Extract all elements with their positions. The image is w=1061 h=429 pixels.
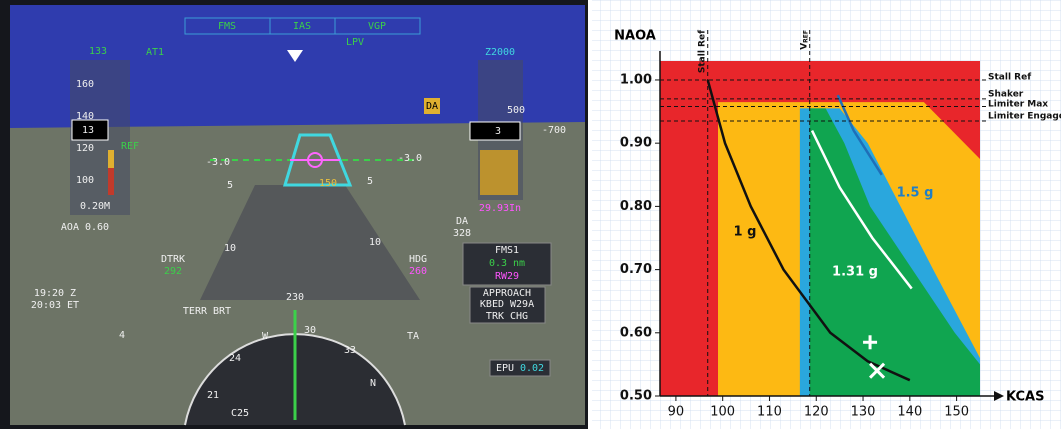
pfd-label: -3.0 <box>398 153 422 164</box>
pfd-label: 5 <box>367 176 373 187</box>
x-tick-label: 100 <box>710 405 735 420</box>
pfd-label: 10 <box>369 237 381 248</box>
pfd-label: 328 <box>453 228 471 239</box>
mode-label: IAS <box>293 21 311 32</box>
x-axis-label: KCAS <box>1006 390 1044 405</box>
ref-label: Limiter Max <box>988 100 1048 110</box>
pfd-label: 292 <box>164 266 182 277</box>
pfd-label: 0.3 nm <box>489 258 525 269</box>
pfd-label: DTRK <box>161 254 185 265</box>
pfd-label: 0.02 <box>520 363 544 374</box>
pfd-label: HDG <box>409 254 427 265</box>
pfd-label: Z2000 <box>485 47 515 58</box>
curve-label: 1.5 g <box>897 186 934 201</box>
ref-label-sub: REF <box>802 30 809 43</box>
ref-label: Limiter Engage <box>988 112 1061 122</box>
pfd-label: LPV <box>346 37 364 48</box>
pfd-label: C25 <box>231 408 249 419</box>
pfd-label: 3 <box>495 126 501 137</box>
pfd-label: REF <box>121 141 139 152</box>
pfd-label: W <box>262 331 269 342</box>
pfd-label: AT1 <box>146 47 164 58</box>
pfd-label: 13 <box>82 125 94 136</box>
pfd-panel: FMS IAS VGP 133 AT1 160 140 13 120 REF 100 0.20M AOA… <box>0 0 588 429</box>
speed-band <box>108 150 114 168</box>
pfd-label: DA <box>456 216 468 227</box>
pfd-label: -700 <box>542 125 566 136</box>
x-tick-label: 120 <box>804 405 829 420</box>
pfd-label: 500 <box>507 105 525 116</box>
pfd-label: 33 <box>344 345 356 356</box>
page: {"pfd": { "modes": ["FMS", "IAS", "VGP"]… <box>0 0 1061 429</box>
alt-hatch <box>480 150 518 195</box>
pfd-label: 100 <box>76 175 94 186</box>
x-tick-label: 150 <box>944 405 969 420</box>
pfd-label: DA <box>426 101 438 112</box>
curve-label: 1 g <box>734 225 757 240</box>
ref-label: Stall Ref <box>988 73 1031 83</box>
figure: FMS IAS VGP 133 AT1 160 140 13 120 REF 100 0.20M AOA… <box>0 0 1061 429</box>
chart-panel: NAOA KCAS Stall Ref ShakerLimiter Max Limi… <box>592 0 1061 429</box>
pfd-label: FMS1 <box>495 245 519 256</box>
pfd-label: RW29 <box>495 271 519 282</box>
ref-label-main: V <box>799 43 809 50</box>
pfd-label: TRK CHG <box>486 311 528 322</box>
pfd-label: 20:03 ET <box>31 300 79 311</box>
pfd-label: 120 <box>76 143 94 154</box>
pfd-label: APPROACH <box>483 288 531 299</box>
pfd-label: TERR BRT <box>183 306 231 317</box>
pfd-label: 21 <box>207 390 219 401</box>
pfd-label: N <box>370 378 376 389</box>
y-tick-label: 0.70 <box>620 262 652 277</box>
pfd-label: 19:20 Z <box>34 288 76 299</box>
pfd-label: AOA 0.60 <box>61 222 109 233</box>
pfd-label: 30 <box>304 325 316 336</box>
pfd-label: TA <box>407 331 419 342</box>
curve-label: 1.31 g <box>832 265 878 280</box>
y-axis-label: NAOA <box>614 29 656 44</box>
pfd-label: 230 <box>286 292 304 303</box>
x-tick-label: 140 <box>897 405 922 420</box>
pfd-label: KBED W29A <box>480 299 534 310</box>
pfd-label: 150 <box>319 178 337 189</box>
x-tick-label: 110 <box>757 405 782 420</box>
pfd-label: EPU <box>496 363 514 374</box>
pfd-label: 133 <box>89 46 107 57</box>
pfd-label: 260 <box>409 266 427 277</box>
mode-label: VGP <box>368 21 386 32</box>
pfd-label: 24 <box>229 353 241 364</box>
y-tick-label: 0.50 <box>620 389 652 404</box>
x-tick-label: 130 <box>851 405 876 420</box>
ref-label-main: Stall Ref <box>697 30 707 73</box>
pfd-label: 140 <box>76 111 94 122</box>
pfd-label: 160 <box>76 79 94 90</box>
y-tick-label: 0.90 <box>620 136 652 151</box>
pfd-label: 5 <box>227 180 233 191</box>
x-tick-label: 90 <box>668 405 685 420</box>
pfd-label: 10 <box>224 243 236 254</box>
pfd-label: 0.20M <box>80 201 110 212</box>
ref-label: Shaker <box>988 90 1024 100</box>
mode-label: FMS <box>218 21 236 32</box>
pfd-label: 4 <box>119 330 125 341</box>
ref-label: Stall Ref <box>697 30 707 73</box>
pfd-label: 29.93In <box>479 203 521 214</box>
y-tick-label: 1.00 <box>620 72 652 87</box>
y-tick-label: 0.80 <box>620 199 652 214</box>
y-tick-label: 0.60 <box>620 325 652 340</box>
pfd-label: -3.0 <box>206 157 230 168</box>
